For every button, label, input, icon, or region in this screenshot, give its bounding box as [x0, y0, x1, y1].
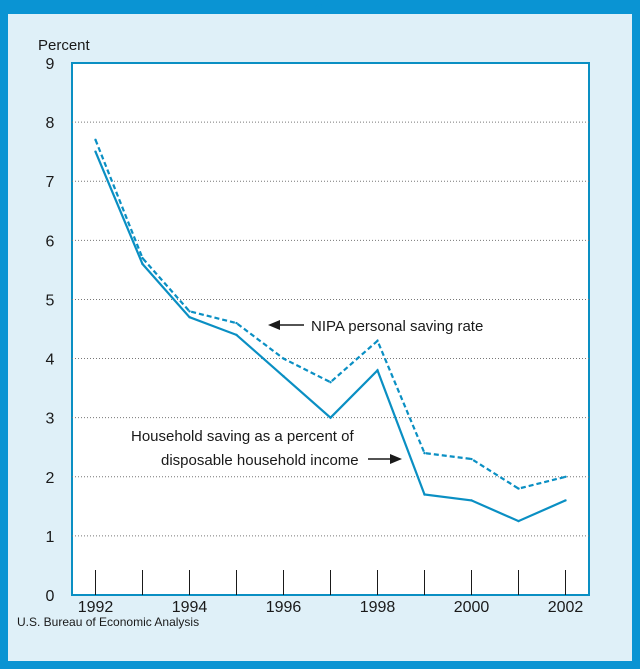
y-tick-label: 0: [46, 588, 55, 605]
y-tick-label: 1: [46, 529, 55, 546]
y-tick-label: 4: [46, 352, 55, 369]
cropped-title-fragment: g: [314, 2, 326, 12]
plot-area: [71, 62, 590, 596]
x-tick-label: 1992: [78, 599, 114, 616]
data-point: [517, 487, 520, 490]
annotation-household-line2: disposable household income: [161, 452, 359, 469]
data-point: [376, 339, 379, 343]
data-point: [564, 475, 567, 478]
y-tick-label: 9: [46, 56, 55, 73]
x-tick-label: 1994: [172, 599, 208, 616]
y-axis-label: Percent: [38, 37, 91, 54]
data-point: [564, 499, 567, 502]
data-point: [423, 493, 426, 496]
data-point: [141, 262, 144, 266]
y-tick-label: 2: [46, 470, 55, 487]
data-point: [282, 357, 285, 360]
annotation-household-arrowhead: [390, 454, 402, 464]
x-tick-label: 2002: [548, 599, 584, 616]
data-points: [94, 138, 567, 523]
series-line-nipa: [94, 139, 566, 490]
data-point: [235, 333, 238, 337]
x-tick-label: 1998: [360, 599, 396, 616]
data-point: [235, 321, 238, 325]
data-point: [517, 519, 520, 523]
source-note: U.S. Bureau of Economic Analysis: [17, 615, 200, 629]
data-point: [94, 138, 97, 142]
annotation-nipa-text: NIPA personal saving rate: [311, 318, 483, 335]
data-point: [470, 499, 473, 502]
y-tick-label: 7: [46, 174, 55, 191]
y-tick-label: 6: [46, 233, 55, 250]
x-axis-ticks: 1992 1994 1996 1998 2000 2002: [78, 570, 584, 616]
data-point: [141, 256, 144, 260]
y-axis-ticks: 0 1 2 3 4 5 6 7 8 9: [46, 56, 55, 605]
data-point: [282, 375, 285, 378]
annotation-nipa-arrowhead: [268, 320, 280, 330]
data-point: [188, 315, 191, 319]
x-tick-label: 1996: [266, 599, 302, 616]
data-point: [188, 310, 191, 313]
annotation-nipa: NIPA personal saving rate: [268, 318, 483, 335]
data-point: [376, 369, 379, 372]
y-tick-label: 3: [46, 411, 55, 428]
data-point: [470, 457, 473, 461]
annotation-household: Household saving as a percent of disposa…: [131, 428, 402, 469]
y-tick-label: 5: [46, 292, 55, 309]
data-point: [329, 416, 332, 419]
annotation-household-line1: Household saving as a percent of: [131, 428, 354, 445]
y-tick-label: 8: [46, 115, 55, 132]
data-point: [423, 451, 426, 455]
data-point: [94, 150, 97, 153]
x-tick-label: 2000: [454, 599, 490, 616]
data-point: [329, 381, 332, 384]
